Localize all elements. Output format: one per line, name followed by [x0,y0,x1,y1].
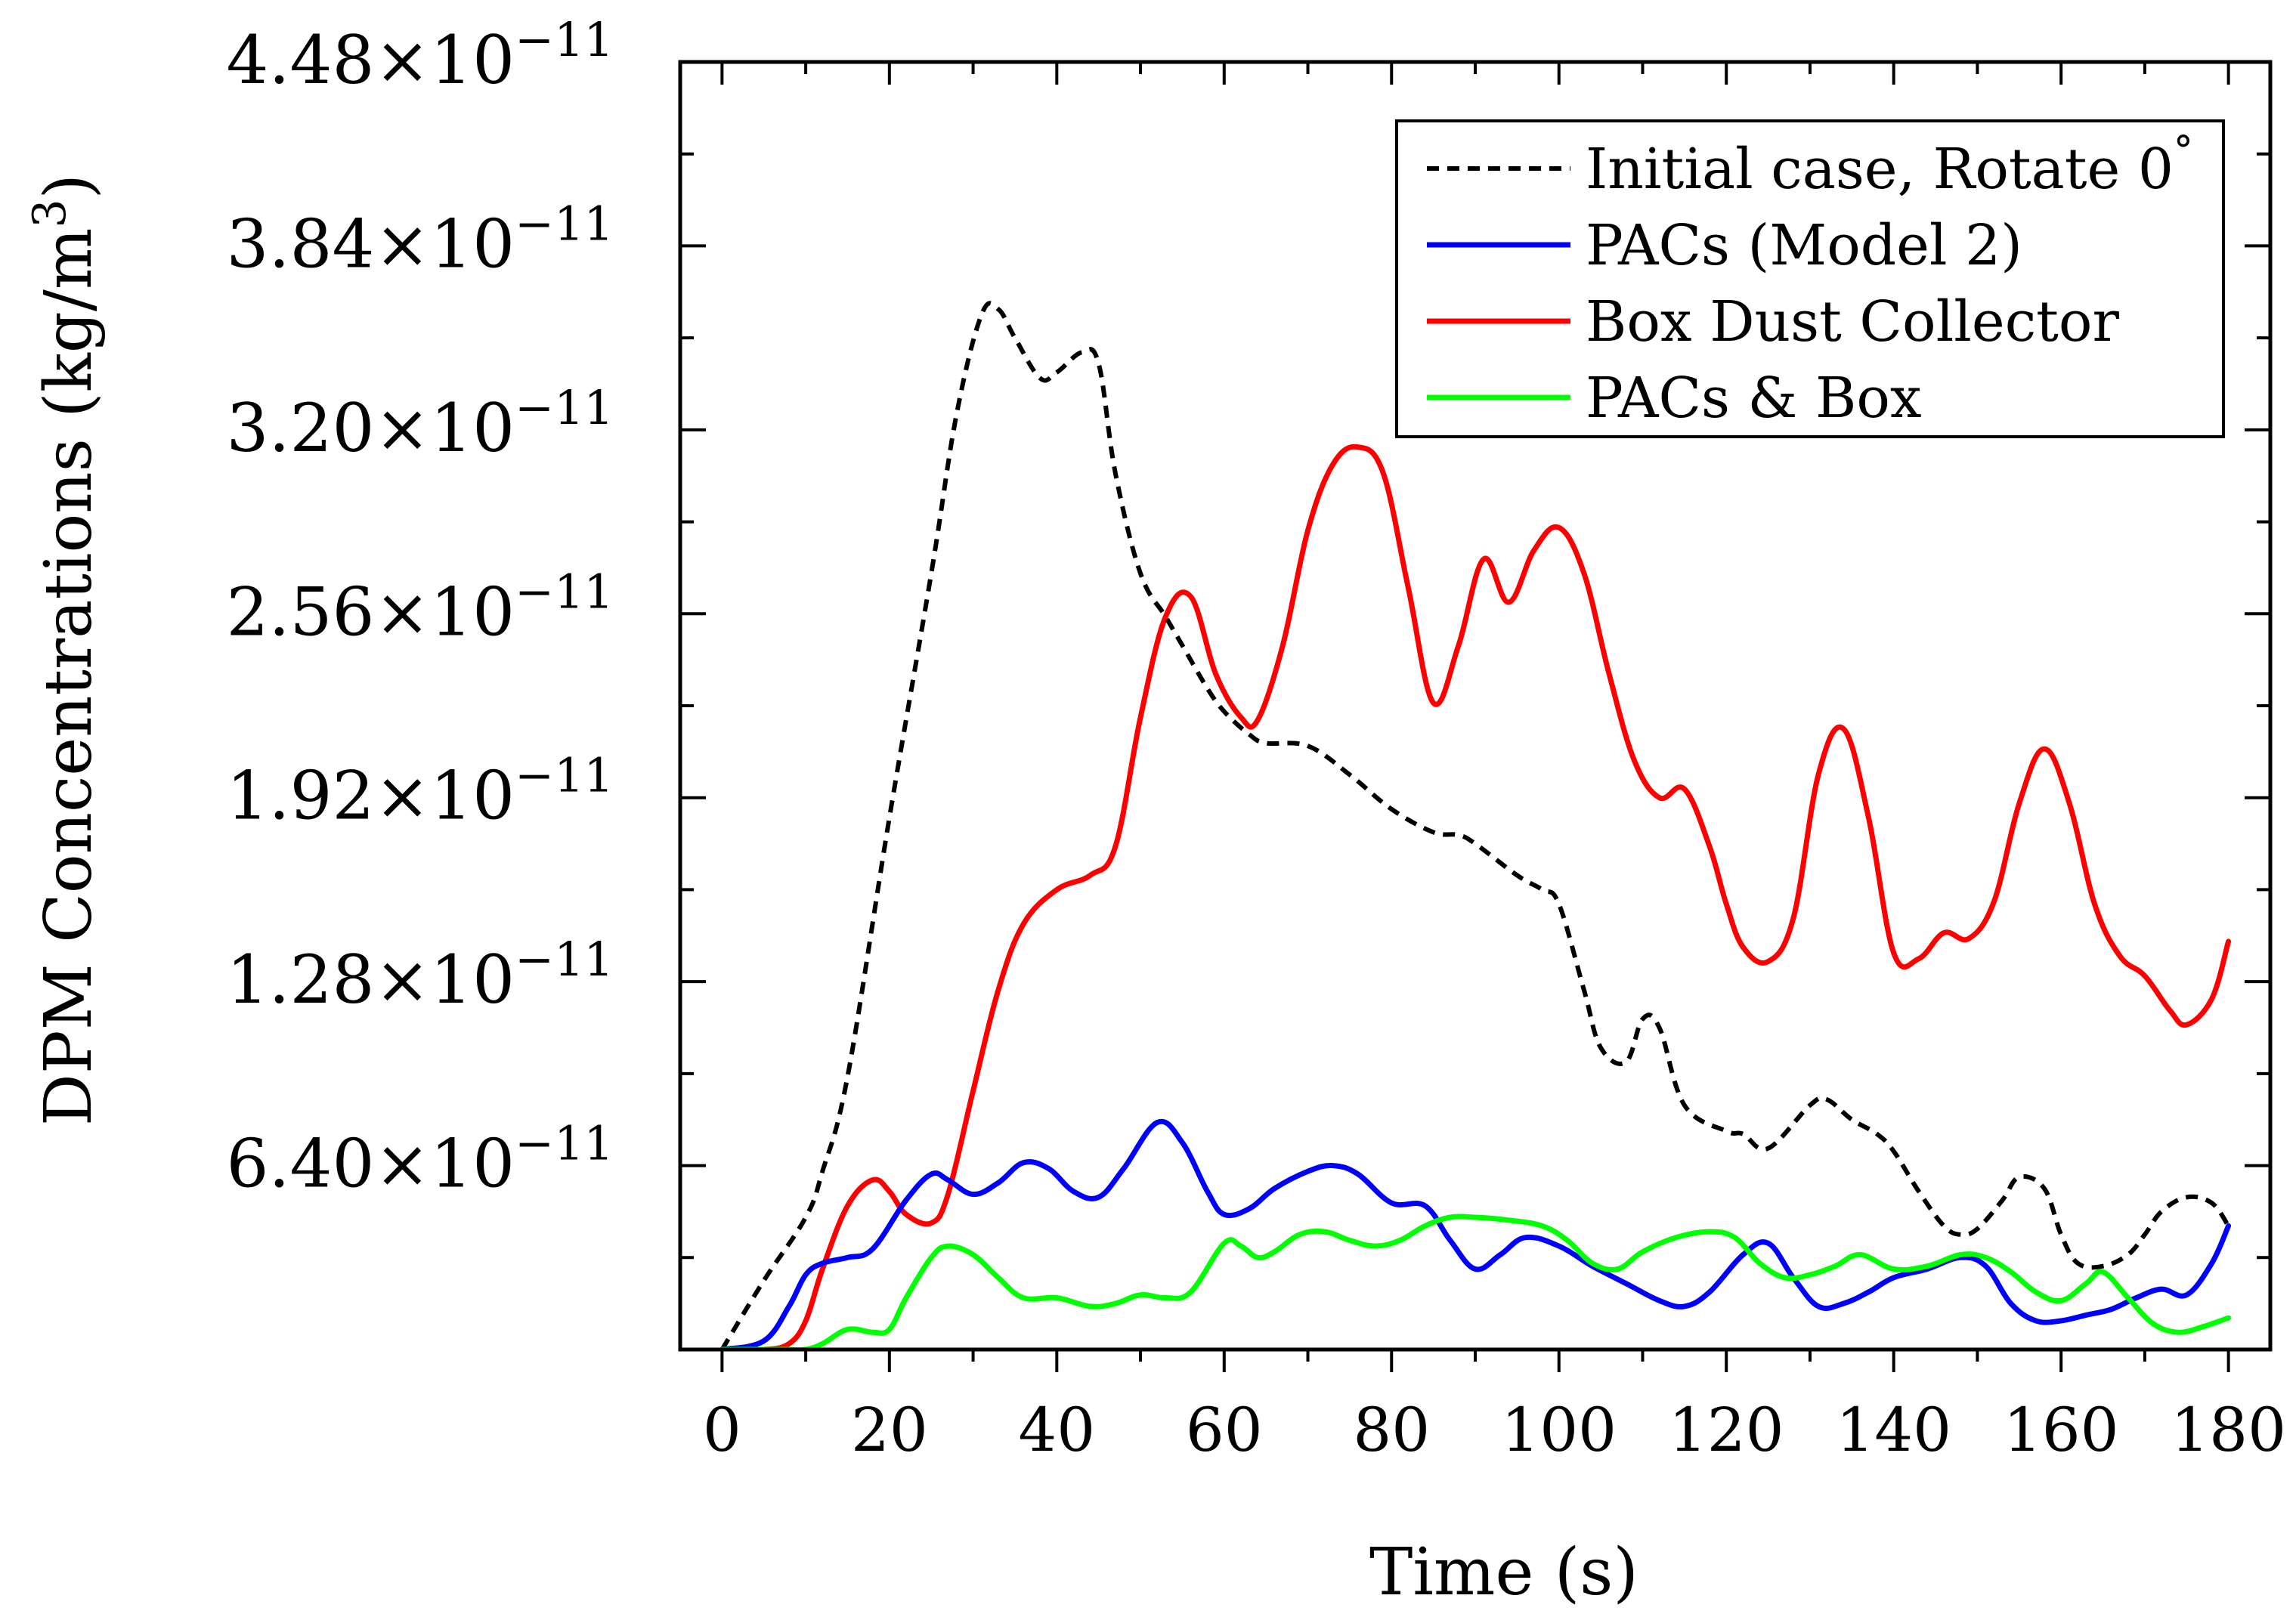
x-tick-label: 180 [2171,1395,2286,1465]
series-layer [719,301,2232,1350]
y-tick-label: 1.28×10−11 [227,932,614,1019]
legend-label-pacs-box: PACs & Box [1586,366,1922,431]
legend-label-pacs-model-2: PACs (Model 2) [1586,213,2022,278]
y-tick-base: 10 [430,389,515,467]
ticks-layer [680,60,2270,1372]
y-tick-base: 10 [430,573,515,651]
y-tick-exponent: −11 [515,196,614,251]
y-axis-label-tail: ) [31,174,107,199]
y-tick-times: × [374,389,430,467]
y-tick-base: 10 [430,757,515,835]
y-tick-base: 10 [430,941,515,1019]
series-line-pacs-model-2 [719,1118,2232,1350]
x-tick-label: 20 [851,1395,928,1465]
x-tick-label: 60 [1186,1395,1263,1465]
y-tick-mantissa: 6.40 [227,1125,375,1203]
y-tick-exponent: −11 [515,748,614,803]
y-tick-mantissa: 3.20 [227,389,375,467]
x-tick-label: 100 [1501,1395,1617,1465]
legend-box [1395,119,2225,438]
y-tick-exponent: −11 [515,932,614,987]
y-tick-label: 1.92×10−11 [227,748,614,835]
x-tick-label: 120 [1669,1395,1784,1465]
x-tick-labels: 0 20 40 60 80 100 120 140 160 180 [703,1395,2286,1465]
y-tick-base: 10 [430,21,515,99]
y-axis-label: DPM Concentrations (kg/m3) [23,174,107,1126]
y-tick-label: 2.56×10−11 [227,564,614,651]
series-line-pacs-box [719,1214,2232,1350]
y-tick-mantissa: 1.92 [227,757,375,835]
x-tick-label: 80 [1353,1395,1430,1465]
y-tick-mantissa: 1.28 [227,941,375,1019]
y-tick-label: 4.48×10−11 [227,12,614,99]
y-tick-mantissa: 4.48 [227,21,375,99]
y-tick-labels: 6.40×10−111.28×10−111.92×10−112.56×10−11… [227,12,614,1203]
series-line-box-dust-collector [719,444,2232,1350]
y-tick-mantissa: 2.56 [227,573,375,651]
y-tick-times: × [374,941,430,1019]
y-axis-label-sup: 3 [23,199,76,227]
y-axis-label-group: DPM Concentrations (kg/m3) [23,174,107,1126]
y-tick-times: × [374,21,430,99]
y-tick-mantissa: 3.84 [227,205,375,283]
legend: Initial case, Rotate 0° PACs (Model 2) Box… [1395,119,2225,438]
x-tick-label: 0 [703,1395,741,1465]
x-tick-label: 160 [2004,1395,2119,1465]
legend-label-initial-case-rotate-0: Initial case, Rotate 0° [1586,128,2193,202]
y-tick-times: × [374,573,430,651]
y-tick-times: × [374,1125,430,1203]
y-tick-times: × [374,205,430,283]
y-tick-label: 6.40×10−11 [227,1116,614,1203]
y-tick-label: 3.20×10−11 [227,380,614,467]
x-tick-label: 140 [1836,1395,1951,1465]
y-tick-exponent: −11 [515,564,614,619]
legend-label-box-dust-collector: Box Dust Collector [1586,289,2119,354]
x-tick-label: 40 [1018,1395,1095,1465]
series-line-initial-case-rotate-0 [719,301,2231,1350]
x-axis-label: Time (s) [1369,1535,1638,1610]
legend-label-superscript: ° [2174,128,2193,174]
y-tick-exponent: −11 [515,12,614,67]
y-tick-exponent: −11 [515,1116,614,1171]
y-tick-exponent: −11 [515,380,614,435]
y-tick-base: 10 [430,1125,515,1203]
y-tick-base: 10 [430,205,515,283]
y-tick-times: × [374,757,430,835]
y-tick-label: 3.84×10−11 [227,196,614,283]
y-axis-label-main: DPM Concentrations (kg/m [31,228,107,1127]
